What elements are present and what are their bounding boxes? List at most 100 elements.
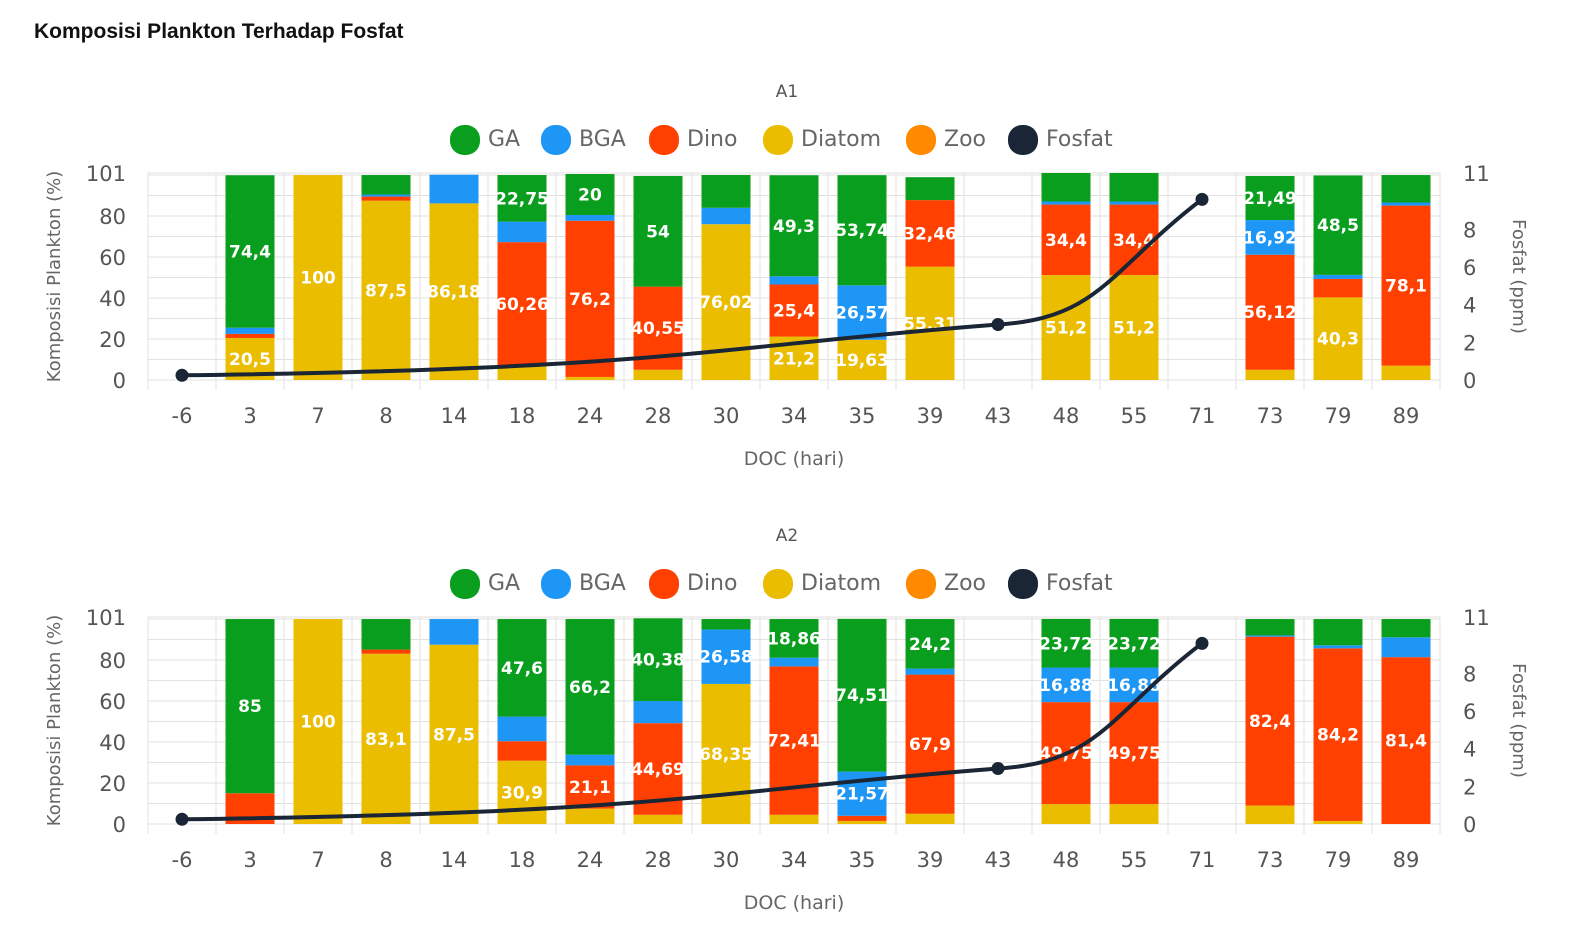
- y-axis-title-left: Komposisi Plankton (%): [44, 615, 65, 826]
- data-label-dino: 40,55: [631, 319, 685, 339]
- bar-dino-73: [1245, 254, 1295, 370]
- data-label-ga: 49,3: [773, 217, 815, 237]
- legend-swatch-ga: [450, 125, 480, 155]
- y-axis-left: 0 20 40 60 80 101 Komposisi Plankton (%): [44, 606, 126, 837]
- data-label-diatom: 87,5: [433, 725, 475, 745]
- x-tick-label: -6: [172, 848, 193, 872]
- y-tick-label: 0: [113, 813, 126, 837]
- data-label-ga: 85: [238, 697, 262, 717]
- bar-diatom-35: [837, 339, 887, 380]
- data-label-ga: 54: [646, 222, 670, 242]
- bar-bga-14: [429, 619, 479, 645]
- x-tick-label: 43: [985, 404, 1012, 428]
- y-tick-label-right: 11: [1463, 606, 1490, 630]
- data-label-ga: 22,75: [495, 189, 549, 209]
- legend-item-zoo: Zoo: [906, 125, 986, 155]
- fosfat-point--6: [175, 812, 189, 826]
- x-tick-label: 34: [781, 404, 808, 428]
- y-axis-title-left: Komposisi Plankton (%): [44, 171, 65, 382]
- legend-item-zoo: Zoo: [906, 569, 986, 599]
- bar-ga-18: [497, 175, 547, 222]
- bar-diatom-48: [1041, 275, 1091, 380]
- bar-dino-48: [1041, 204, 1091, 276]
- data-label-diatom: 86,18: [427, 283, 481, 303]
- x-tick-label: 24: [577, 404, 604, 428]
- legend-swatch-ga: [450, 569, 480, 599]
- data-label-ga: 20: [578, 186, 602, 206]
- y-tick-label-right: 8: [1463, 662, 1476, 686]
- legend-item-ga: GA: [450, 569, 520, 599]
- data-label-diatom: 100: [300, 713, 336, 733]
- data-label-diatom: 68,35: [699, 745, 753, 765]
- legend-label-zoo: Zoo: [944, 571, 986, 596]
- y-axis-right: 0 2 4 6 8 11 Fosfat (ppm): [1463, 162, 1529, 393]
- data-label-diatom: 51,2: [1045, 319, 1087, 339]
- bar-ga-24: [565, 619, 615, 755]
- x-axis-title: DOC (hari): [744, 892, 845, 914]
- y-tick-label-right: 6: [1463, 256, 1476, 280]
- y-axis-title-right: Fosfat (ppm): [1508, 663, 1529, 778]
- bar-ga-55: [1109, 618, 1159, 668]
- x-tick-label: 55: [1121, 848, 1148, 872]
- bar-ga-35: [837, 618, 887, 772]
- data-label-diatom: 83,1: [365, 730, 407, 750]
- legend-swatch-diatom: [763, 569, 793, 599]
- bar-bga-89: [1381, 202, 1431, 206]
- bar-ga-3: [225, 619, 275, 794]
- legend-item-bga: BGA: [541, 569, 626, 599]
- bar-diatom-30: [701, 224, 751, 380]
- data-label-diatom: 30,9: [501, 783, 543, 803]
- y-tick-label-right: 6: [1463, 700, 1476, 724]
- data-label-dino: 67,9: [909, 735, 951, 755]
- bar-diatom-18: [497, 365, 547, 380]
- bar-diatom-35: [837, 820, 887, 824]
- x-tick-label: 89: [1393, 404, 1420, 428]
- data-label-diatom: 19,63: [835, 351, 889, 371]
- x-tick-label: -6: [172, 404, 193, 428]
- data-label-dino: 76,2: [569, 290, 611, 310]
- bar-diatom-8: [361, 200, 411, 380]
- bar-dino-35: [837, 815, 887, 821]
- y-tick-label: 40: [99, 287, 126, 311]
- fosfat-point--6: [175, 368, 189, 382]
- data-label-dino: 78,1: [1385, 277, 1427, 297]
- bar-ga-24: [565, 174, 615, 216]
- bar-ga-73: [1245, 176, 1295, 221]
- legend-label-ga: GA: [488, 571, 520, 596]
- legend-swatch-bga: [541, 125, 571, 155]
- bar-diatom-89: [1381, 365, 1431, 380]
- x-tick-label: 3: [243, 848, 256, 872]
- y-tick-label-right: 2: [1463, 775, 1476, 799]
- data-label-dino: 60,26: [495, 295, 549, 315]
- bar-diatom-24: [565, 808, 615, 824]
- x-tick-label: 34: [781, 848, 808, 872]
- x-tick-label: 71: [1189, 848, 1216, 872]
- fosfat-series: [175, 636, 1209, 826]
- y-axis-title-right: Fosfat (ppm): [1508, 219, 1529, 334]
- fosfat-series: [175, 192, 1209, 382]
- y-tick-label: 40: [99, 731, 126, 755]
- bar-diatom-18: [497, 760, 547, 824]
- legend-item-diatom: Diatom: [763, 125, 881, 155]
- bar-ga-39: [905, 619, 955, 669]
- legend-label-fosfat: Fosfat: [1046, 571, 1113, 596]
- bar-dino-89: [1381, 657, 1431, 824]
- data-label-diatom: 21,2: [773, 349, 815, 369]
- y-tick-label-right: 2: [1463, 331, 1476, 355]
- bar-diatom-28: [633, 814, 683, 824]
- bar-bga-24: [565, 215, 615, 221]
- x-tick-label: 48: [1053, 404, 1080, 428]
- x-tick-label: 55: [1121, 404, 1148, 428]
- bar-bga-8: [361, 194, 411, 197]
- data-label-diatom: 51,2: [1113, 319, 1155, 339]
- x-tick-label: 30: [713, 404, 740, 428]
- bar-diatom-55: [1109, 275, 1159, 380]
- data-label-ga: 23,72: [1107, 634, 1161, 654]
- bar-bga-18: [497, 716, 547, 742]
- bar-bga-34: [769, 657, 819, 667]
- bar-ga-35: [837, 175, 887, 286]
- data-label-dino: 81,4: [1385, 732, 1427, 752]
- data-label-dino: 32,46: [903, 224, 957, 244]
- data-label-ga: 18,86: [767, 629, 821, 649]
- bar-bga-30: [701, 207, 751, 225]
